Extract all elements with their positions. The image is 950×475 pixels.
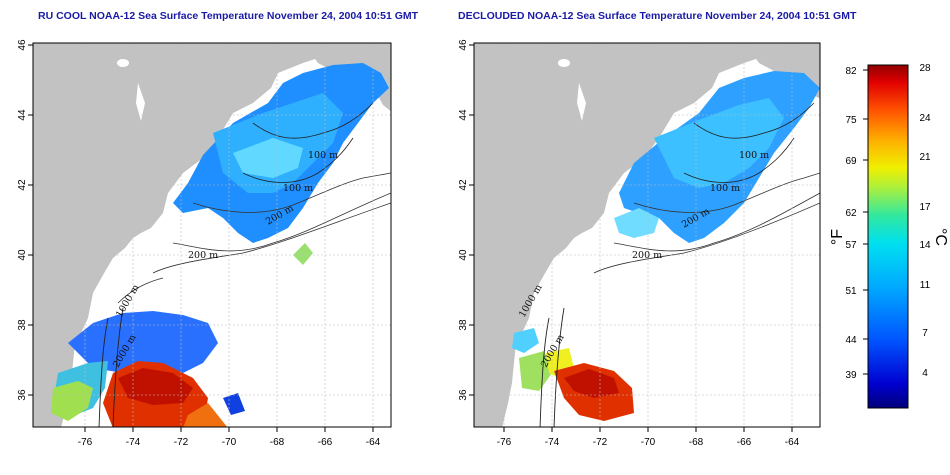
lon-tick-label: -72: [174, 437, 189, 448]
c-tick-label: 28: [919, 63, 931, 74]
left-contour-label: 200 m: [188, 250, 218, 261]
left-lat-labels: 36 38 40 42 44 46: [17, 39, 28, 401]
left-sst-south-green: [51, 381, 93, 421]
left-contour-2000: [117, 277, 164, 304]
right-contour-100-b: [683, 137, 795, 183]
lat-tick-label: 46: [458, 39, 469, 51]
left-grid: [33, 43, 391, 427]
right-lon-labels: -76 -74 -72 -70 -68 -66 -64: [497, 437, 800, 448]
lat-tick-label: 44: [458, 109, 469, 121]
right-contour-100: [693, 102, 815, 139]
left-contour-label: 100 m: [308, 150, 338, 161]
right-sst-gulf-stream-core: [564, 369, 619, 398]
lat-tick-label: 38: [458, 319, 469, 331]
right-lat-labels: 36 38 40 42 44 46: [458, 39, 469, 401]
left-panel-title: RU COOL NOAA-12 Sea Surface Temperature …: [38, 10, 419, 22]
left-sst-warm-patch: [233, 138, 303, 178]
left-contour-label: 100 m: [283, 183, 313, 194]
c-tick-label: 7: [922, 328, 928, 339]
f-tick-label: 44: [845, 335, 857, 346]
right-sst-shelf: [654, 98, 784, 188]
f-tick-label: 75: [845, 115, 857, 126]
lon-tick-label: -70: [641, 437, 656, 448]
left-lake: [136, 83, 145, 121]
right-contour-1000: [593, 202, 820, 274]
lat-tick-label: 38: [17, 319, 28, 331]
left-lon-labels: -76 -74 -72 -70 -68 -66 -64: [78, 437, 381, 448]
lon-tick-label: -66: [318, 437, 333, 448]
temperature-colorbar: 82 75 69 62 57 51 44 39 28 24 21 17 14 1…: [829, 63, 949, 409]
colorbar-c-labels: 28 24 21 17 14 11 7 4: [919, 63, 931, 379]
lon-tick-label: -70: [222, 437, 237, 448]
right-map-panel: 100 m 100 m 200 m 200 m 1000 m 2000 m -7…: [458, 39, 821, 448]
c-tick-label: 11: [920, 280, 931, 291]
lon-tick-label: -76: [497, 437, 512, 448]
colorbar-ticks: [863, 69, 868, 375]
right-contour-label: 100 m: [739, 150, 769, 161]
fahrenheit-unit-label: °F: [829, 229, 846, 245]
left-contour-200: [192, 172, 391, 213]
lon-tick-label: -74: [126, 437, 141, 448]
c-tick-label: 14: [919, 240, 931, 251]
c-tick-label: 4: [922, 368, 928, 379]
lat-tick-label: 46: [17, 39, 28, 51]
left-map-frame: [32, 42, 392, 428]
left-sst-gulf-stream-edge: [183, 403, 228, 427]
right-grid: [474, 43, 820, 427]
lon-tick-label: -66: [737, 437, 752, 448]
colorbar-gradient: [867, 64, 909, 409]
lat-tick-label: 40: [17, 249, 28, 261]
lat-tick-label: 42: [17, 179, 28, 191]
right-lake: [577, 83, 586, 121]
lon-tick-label: -68: [689, 437, 704, 448]
right-contour-200-outer: [613, 192, 820, 252]
lon-tick-label: -74: [545, 437, 560, 448]
c-tick-label: 21: [919, 152, 931, 163]
lat-tick-label: 44: [17, 109, 28, 121]
lat-tick-label: 36: [17, 389, 28, 401]
lat-tick-label: 40: [458, 249, 469, 261]
lon-tick-label: -64: [366, 437, 381, 448]
lat-tick-label: 42: [458, 179, 469, 191]
left-axis-ticks: [28, 44, 374, 432]
right-contour-deep-south: [553, 307, 565, 427]
c-tick-label: 17: [919, 202, 931, 213]
f-tick-label: 57: [845, 240, 857, 251]
right-axis-ticks: [469, 44, 793, 432]
right-contour-200: [633, 172, 820, 213]
f-tick-label: 51: [845, 286, 857, 297]
left-contour-deep-south: [112, 307, 124, 427]
left-contour-shelf-south: [98, 317, 109, 427]
f-tick-label: 62: [845, 208, 857, 219]
left-sst-small-patch: [293, 243, 313, 265]
left-lake: [117, 59, 129, 67]
colorbar-f-labels: 82 75 69 62 57 51 44 39: [845, 66, 857, 381]
right-contour-shelf-south: [539, 317, 550, 427]
left-sst-eddy: [223, 393, 245, 415]
left-map-panel: 100 m 100 m 200 m 200 m 1000 m 2000 m -7…: [17, 39, 392, 448]
right-map-frame: [473, 42, 821, 428]
lon-tick-label: -64: [785, 437, 800, 448]
right-panel-title: DECLOUDED NOAA-12 Sea Surface Temperatur…: [458, 10, 857, 22]
f-tick-label: 39: [845, 370, 857, 381]
left-sst-gulf-stream-core: [118, 368, 193, 405]
lon-tick-label: -68: [270, 437, 285, 448]
left-contour-200-outer: [172, 192, 391, 252]
left-contour-100-b: [242, 137, 354, 183]
celsius-unit-label: °C: [932, 228, 949, 246]
left-contour-1000: [152, 202, 391, 274]
f-tick-label: 69: [845, 156, 857, 167]
lon-tick-label: -72: [593, 437, 608, 448]
right-sst-south-cyan: [512, 328, 539, 353]
right-contour-label: 200 m: [632, 250, 662, 261]
right-contour-label: 100 m: [710, 183, 740, 194]
left-contour-100: [252, 102, 374, 139]
c-tick-label: 24: [919, 113, 931, 124]
right-lake: [558, 59, 570, 67]
f-tick-label: 82: [845, 66, 857, 77]
lat-tick-label: 36: [458, 389, 469, 401]
lon-tick-label: -76: [78, 437, 93, 448]
